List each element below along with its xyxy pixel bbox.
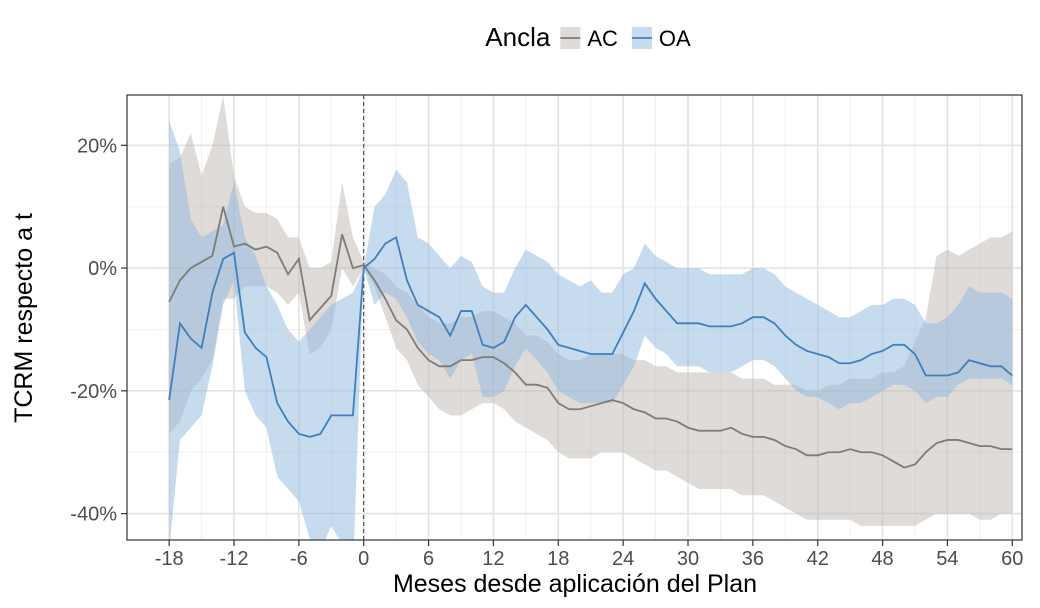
- x-axis-title: Meses desde aplicación del Plan: [393, 570, 757, 598]
- legend-title: Ancla: [485, 22, 551, 52]
- x-tick-label: 54: [936, 548, 958, 570]
- y-tick-label: -20%: [70, 381, 117, 403]
- x-tick-label: 60: [1001, 548, 1023, 570]
- axes: -18 -12 -6 0 6 12 18 24 30 36 42 48 54 60 20% 0% -20% -40…: [70, 135, 1023, 570]
- x-tick-label: 18: [547, 548, 569, 570]
- x-tick-label: 12: [482, 548, 504, 570]
- y-tick-label: -40%: [70, 504, 117, 526]
- y-axis-title: TCRM respecto a t: [10, 213, 38, 423]
- legend-label: OA: [659, 26, 691, 51]
- x-tick-label: -6: [290, 548, 308, 570]
- plot-border: [126, 94, 1023, 541]
- x-tick-label: -18: [155, 548, 184, 570]
- x-tick-label: 0: [358, 548, 369, 570]
- legend-item: AC: [560, 26, 618, 51]
- x-tick-label: 36: [742, 548, 764, 570]
- x-tick-label: 30: [677, 548, 699, 570]
- line: [168, 206, 1013, 469]
- line: [168, 236, 1013, 438]
- legend: Ancla AC OA: [485, 22, 691, 52]
- x-tick-label: 48: [871, 548, 893, 570]
- x-tick-label: 24: [612, 548, 634, 570]
- legend-label: AC: [587, 26, 618, 51]
- y-tick-label: 0%: [88, 258, 117, 280]
- legend-item: OA: [631, 26, 691, 51]
- confidence-band: [169, 96, 1013, 526]
- confidence-band: [169, 120, 1013, 540]
- x-tick-label: 42: [807, 548, 829, 570]
- x-tick-label: -12: [220, 548, 249, 570]
- plot-area: [168, 95, 1013, 540]
- x-tick-label: 6: [423, 548, 434, 570]
- y-tick-label: 20%: [77, 135, 117, 157]
